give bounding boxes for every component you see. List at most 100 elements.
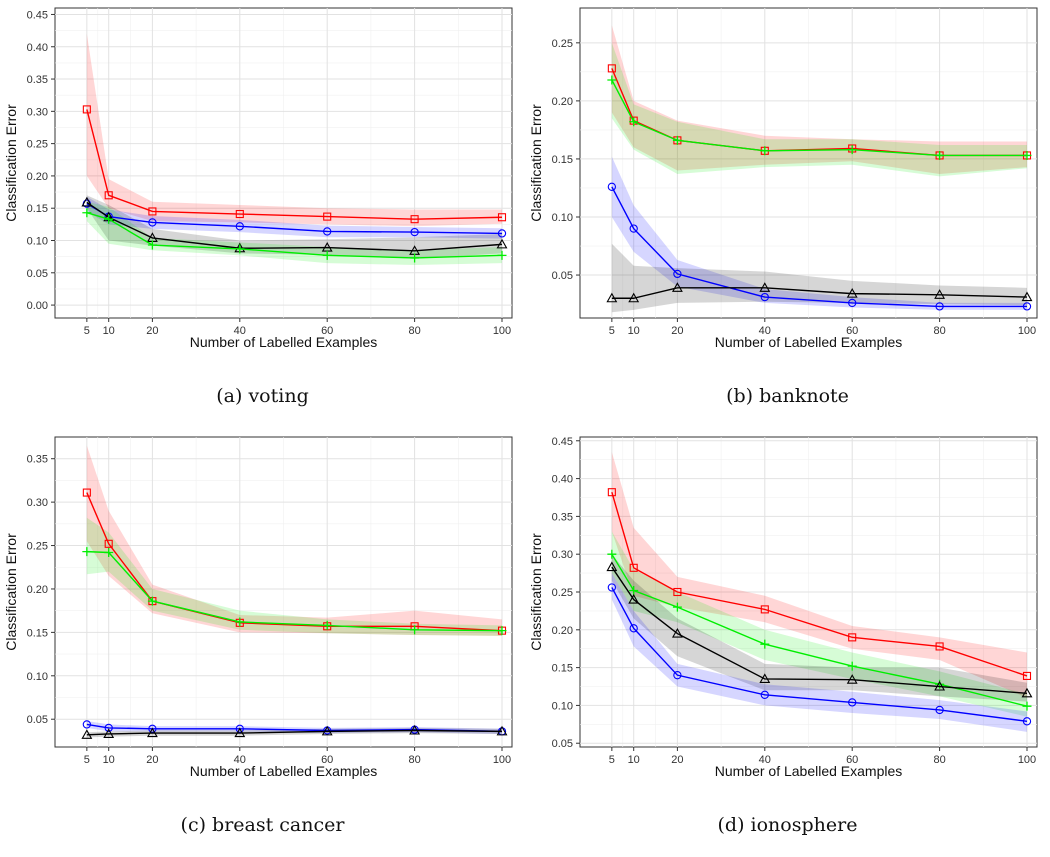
data-point-triangle	[671, 282, 683, 292]
y-tick-label: 0.05	[552, 738, 573, 750]
series-line	[86, 109, 503, 220]
data-point-triangle	[321, 725, 333, 736]
x-tick-label: 80	[408, 325, 420, 337]
y-tick-label: 0.10	[27, 671, 48, 683]
data-point-plus	[410, 253, 420, 263]
series-line	[611, 186, 1027, 308]
y-axis-label: Classification Error	[3, 533, 19, 651]
data-point-plus	[760, 146, 770, 156]
data-point-circle	[82, 720, 91, 729]
y-tick-label: 0.15	[552, 663, 573, 675]
y-tick-label: 0.25	[552, 38, 573, 50]
x-tick-label: 20	[146, 325, 158, 337]
panel-voting: 0.00 0.05 0.10 0.15 0.20 0.25 0.30 0.35 0.40 0.45…	[0, 0, 525, 428]
caption-banknote: (b) banknote	[726, 385, 849, 407]
data-point-plus	[82, 547, 92, 557]
data-point-plus	[147, 240, 157, 250]
data-point-triangle	[496, 238, 508, 249]
y-tick-label: 0.10	[27, 236, 48, 248]
confidence-band	[611, 25, 1027, 175]
y-tick-label: 0.30	[552, 549, 573, 561]
panel-banknote: 0.05 0.10 0.15 0.20 0.25 5 10 20 40 60 80 100 Number…	[525, 0, 1050, 428]
y-tick-label: 0.45	[552, 436, 573, 448]
data-point-square	[410, 215, 419, 224]
data-point-square	[607, 64, 616, 73]
data-point-square	[497, 213, 507, 222]
series-line	[611, 566, 1028, 695]
data-point-plus	[410, 625, 420, 635]
y-tick-label: 0.05	[552, 270, 573, 282]
data-point-triangle	[234, 727, 246, 738]
x-tick-label: 80	[933, 325, 945, 337]
series-line	[611, 587, 1028, 722]
y-tick-label: 0.05	[27, 268, 48, 280]
y-tick-label: 0.30	[27, 497, 48, 509]
data-point-circle	[673, 269, 682, 279]
x-tick-label: 100	[493, 325, 511, 337]
data-point-triangle	[496, 725, 508, 736]
data-point-triangle	[606, 292, 618, 303]
data-point-plus	[104, 547, 114, 557]
data-point-square	[1022, 671, 1032, 680]
y-axis-label: Classification Error	[3, 104, 19, 222]
data-point-triangle	[934, 680, 946, 691]
data-point-circle	[848, 698, 857, 707]
data-point-plus	[497, 626, 507, 636]
x-tick-label: 100	[493, 754, 511, 766]
data-point-plus	[607, 75, 617, 85]
data-point-plus	[629, 117, 639, 127]
data-point-square	[104, 191, 113, 200]
data-point-triangle	[671, 627, 683, 638]
confidence-band	[86, 201, 502, 266]
y-tick-label: 0.20	[552, 96, 573, 108]
data-point-triangle	[103, 728, 115, 739]
data-point-plus	[322, 250, 332, 260]
data-point-square	[673, 587, 682, 597]
x-axis-label: Number of Labelled Examples	[190, 763, 378, 779]
data-point-plus	[672, 602, 682, 612]
x-tick-label: 100	[1018, 754, 1036, 766]
x-tick-label: 60	[846, 325, 858, 337]
x-tick-label: 40	[234, 325, 246, 337]
data-point-triangle	[846, 287, 858, 298]
x-axis-label: Number of Labelled Examples	[190, 334, 378, 350]
panel-ionosphere: 0.05 0.10 0.15 0.20 0.25 0.30 0.35 0.40 0.45 5 10 2…	[525, 429, 1050, 857]
data-point-triangle	[81, 729, 93, 739]
data-point-triangle	[409, 724, 421, 735]
data-point-square	[629, 563, 638, 572]
y-tick-label: 0.25	[552, 587, 573, 599]
y-tick-label: 0.15	[27, 203, 48, 215]
data-point-plus	[1022, 701, 1032, 711]
data-point-plus	[104, 214, 114, 224]
data-point-circle	[607, 583, 616, 592]
chart-banknote: 0.05 0.10 0.15 0.20 0.25 5 10 20 40 60 80 100 Number…	[528, 7, 1038, 350]
data-point-circle	[148, 218, 157, 227]
data-point-triangle	[934, 289, 946, 299]
x-tick-label: 20	[671, 325, 683, 337]
data-point-triangle	[759, 282, 771, 292]
data-point-plus	[147, 596, 157, 606]
x-tick-label: 10	[628, 325, 640, 337]
confidence-band	[86, 196, 502, 239]
x-tick-label: 80	[408, 754, 420, 766]
data-point-circle	[104, 723, 113, 733]
data-point-circle	[629, 624, 638, 633]
y-tick-label: 0.20	[552, 625, 573, 637]
data-point-triangle	[606, 561, 618, 572]
data-point-plus	[760, 639, 770, 649]
data-point-triangle	[759, 673, 771, 684]
data-point-plus	[847, 661, 857, 671]
data-point-square	[82, 488, 91, 497]
confidence-band	[611, 42, 1027, 177]
x-tick-label: 40	[234, 754, 246, 766]
data-point-circle	[235, 222, 244, 231]
confidence-band	[611, 554, 1027, 702]
y-tick-label: 0.35	[27, 74, 48, 86]
data-point-circle	[235, 724, 244, 733]
x-tick-label: 5	[609, 754, 615, 766]
y-tick-label: 0.20	[27, 584, 48, 596]
data-point-plus	[629, 585, 639, 595]
data-point-square	[82, 105, 91, 114]
data-point-circle	[629, 224, 638, 233]
y-tick-label: 0.25	[27, 139, 48, 151]
